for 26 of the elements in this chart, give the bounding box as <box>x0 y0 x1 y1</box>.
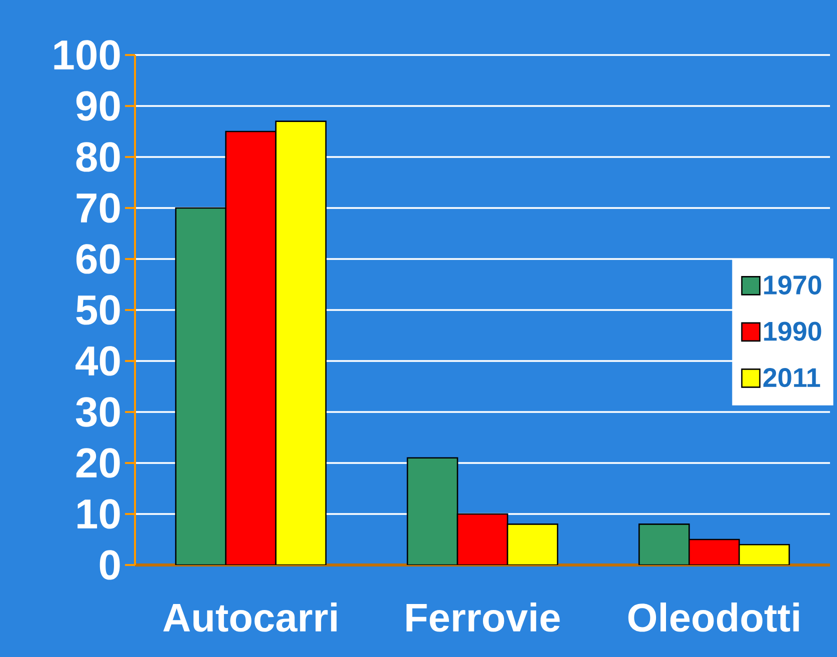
y-tick-label: 90 <box>76 91 120 121</box>
bar <box>275 120 327 565</box>
y-tick-label: 100 <box>54 40 120 70</box>
y-tick-label: 40 <box>76 346 120 376</box>
y-tick-label: 50 <box>76 295 120 325</box>
bar <box>688 538 740 565</box>
bar <box>506 524 558 565</box>
y-tick-label: 70 <box>76 193 120 223</box>
y-tick-label: 0 <box>100 550 120 580</box>
x-tick-label: Autocarri <box>163 602 337 632</box>
legend-label: 1990 <box>764 322 822 341</box>
y-tick-label: 20 <box>76 448 120 478</box>
legend-label: 2011 <box>763 368 820 388</box>
bar <box>225 130 277 565</box>
bar <box>738 544 790 565</box>
y-tick-label: 80 <box>76 142 120 172</box>
y-tick-label: 10 <box>78 499 120 529</box>
x-tick-label: Ferrovie <box>406 602 560 632</box>
bar <box>638 524 690 565</box>
bar <box>175 207 226 565</box>
legend-label: 1970 <box>764 276 822 295</box>
y-tick-label: 60 <box>76 244 120 274</box>
x-tick-label: Oleodotti <box>628 602 799 632</box>
y-tick-label: 30 <box>76 397 120 427</box>
bar <box>406 457 458 565</box>
bar <box>456 513 508 565</box>
